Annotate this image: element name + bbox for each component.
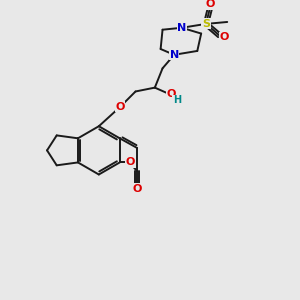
Text: H: H	[173, 95, 181, 105]
Text: O: O	[116, 102, 125, 112]
Text: S: S	[202, 19, 210, 29]
Text: N: N	[169, 50, 179, 60]
Text: O: O	[132, 184, 142, 194]
Text: O: O	[126, 158, 135, 167]
Text: O: O	[220, 32, 229, 42]
Text: O: O	[205, 0, 214, 9]
Text: N: N	[177, 23, 187, 33]
Text: O: O	[167, 89, 176, 99]
